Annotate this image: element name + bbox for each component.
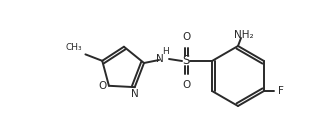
Text: O: O (182, 32, 190, 42)
Text: O: O (182, 80, 190, 90)
Text: O: O (99, 81, 107, 91)
Text: F: F (278, 86, 284, 96)
Text: N: N (156, 54, 164, 64)
Text: H: H (162, 47, 168, 56)
Text: NH₂: NH₂ (234, 30, 254, 40)
Text: S: S (182, 55, 190, 67)
Text: CH₃: CH₃ (66, 43, 83, 52)
Text: N: N (131, 89, 139, 99)
